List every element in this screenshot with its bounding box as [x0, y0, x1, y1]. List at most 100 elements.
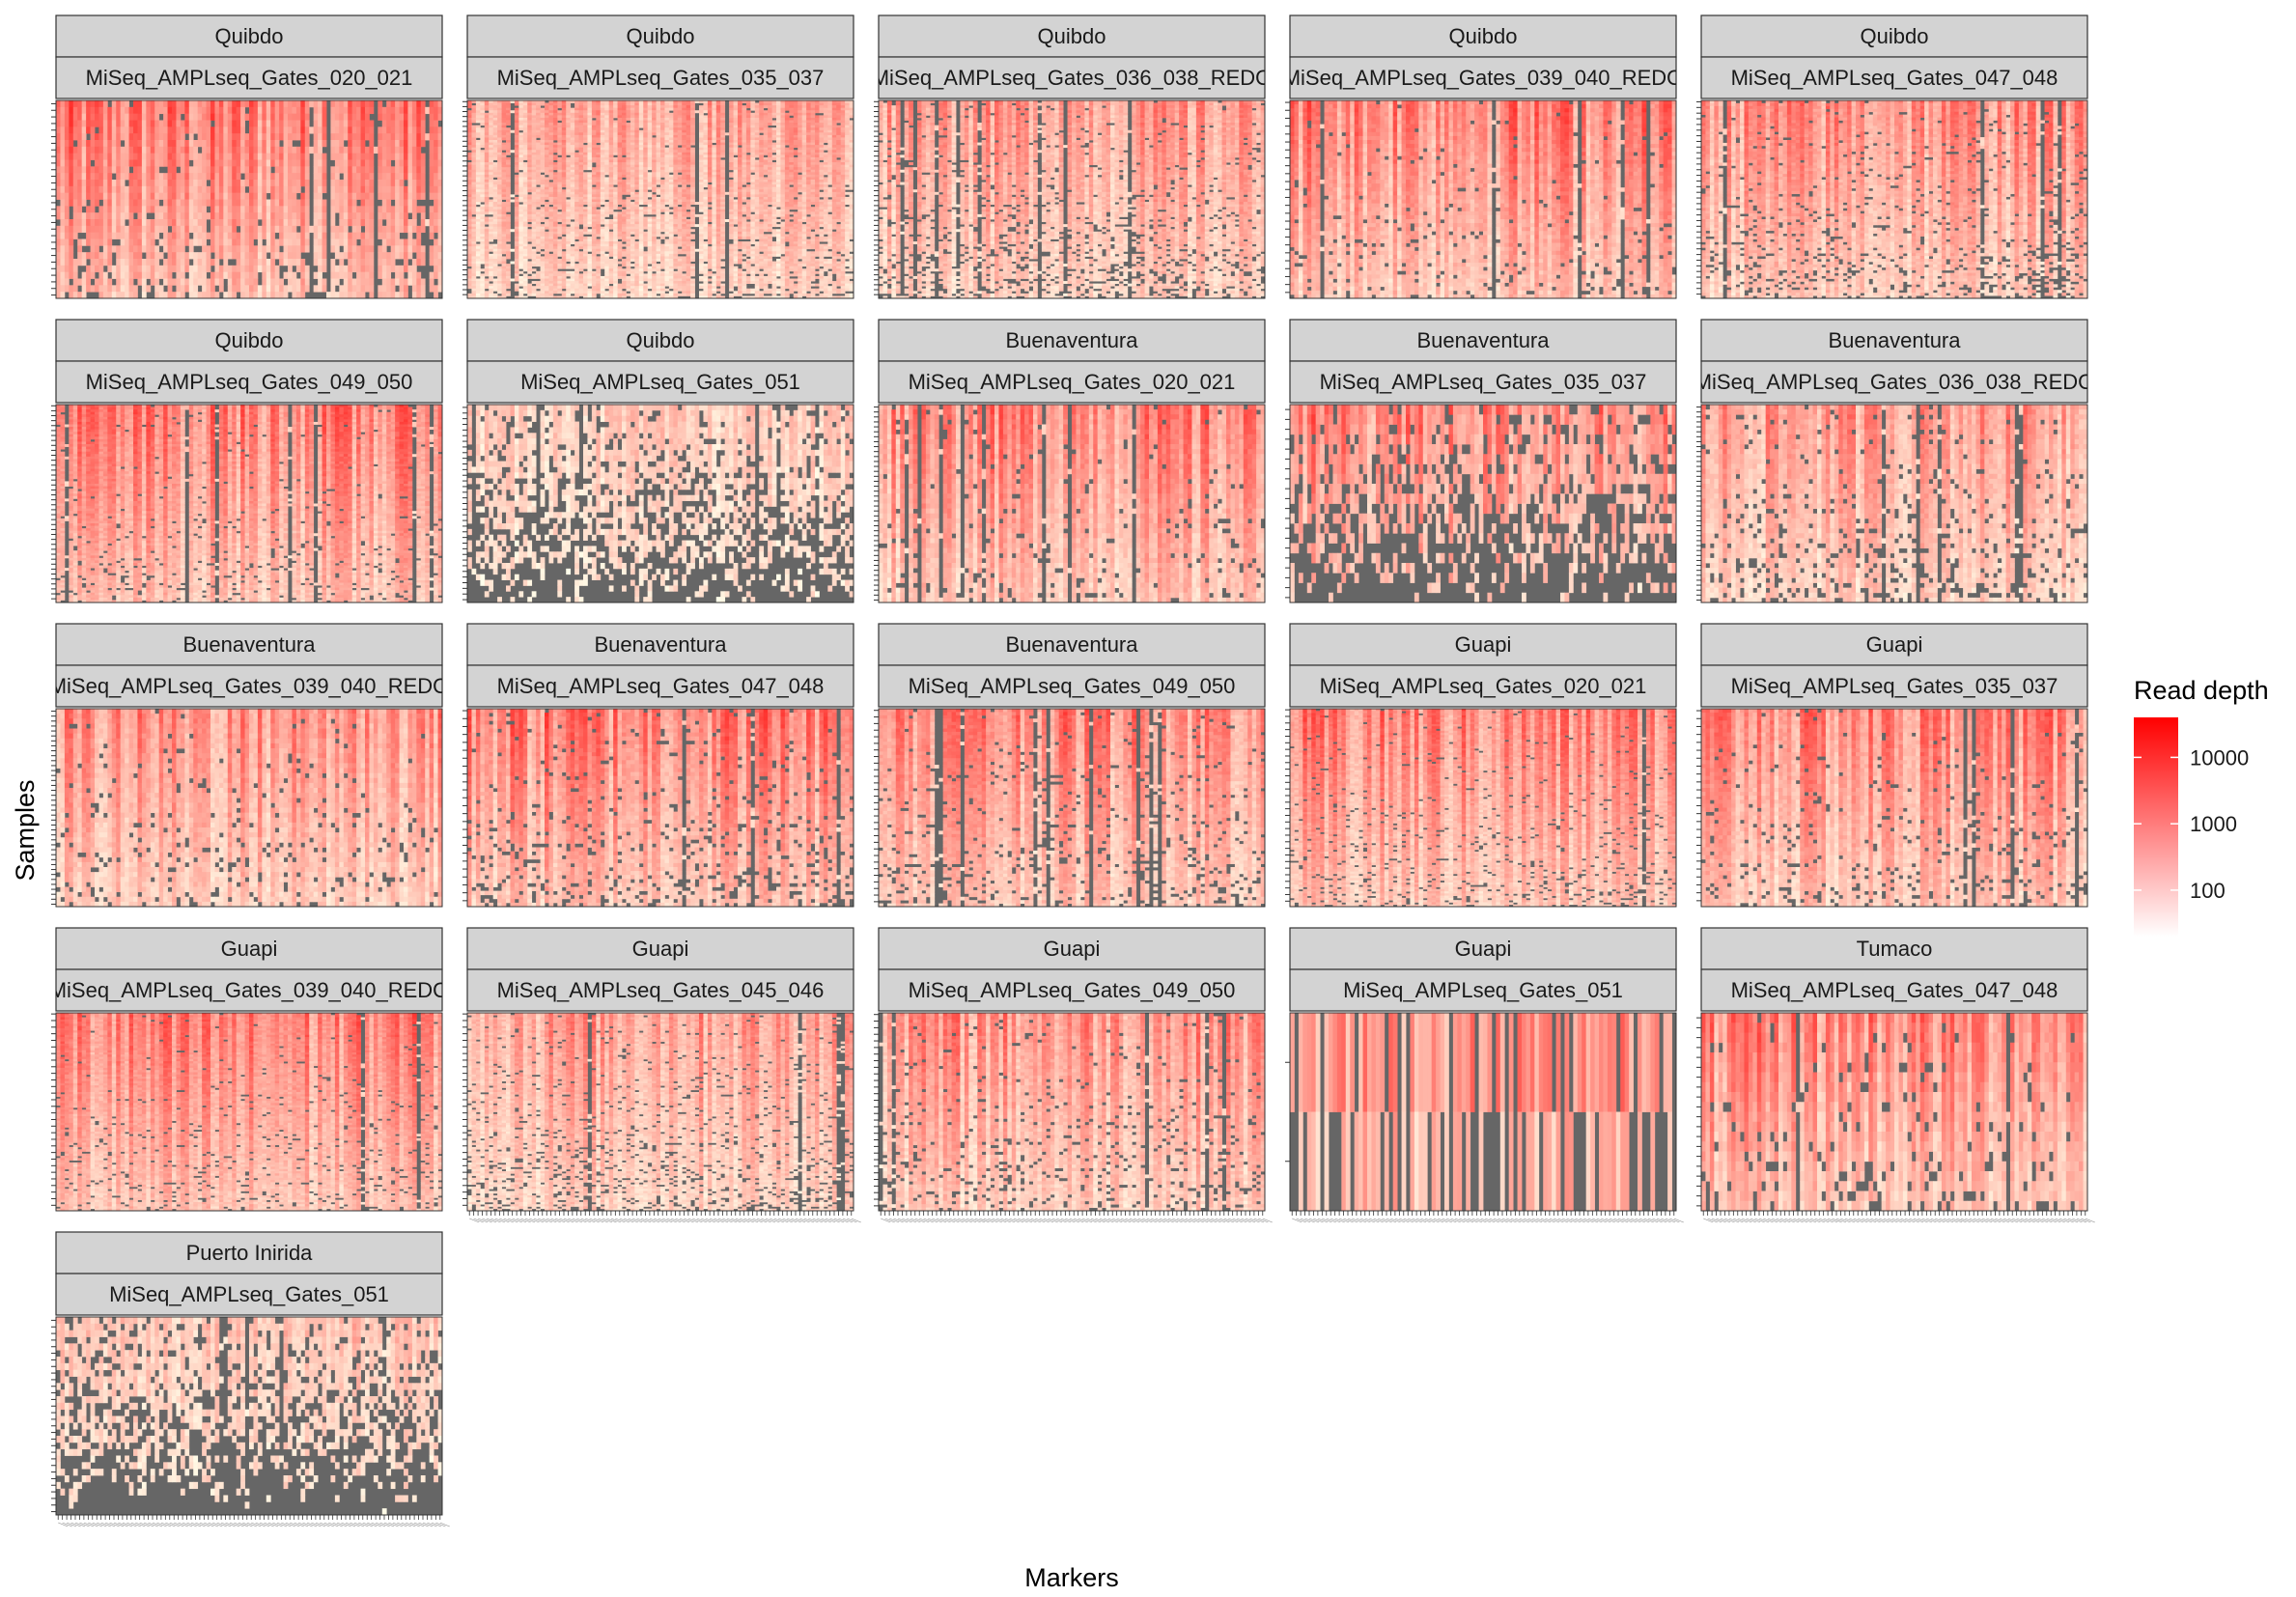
- facet-city-label: Buenaventura: [183, 632, 317, 657]
- legend-tick-label: 1000: [2190, 812, 2237, 836]
- facet-panel: Buenaventura MiSeq_AMPLseq_Gates_035_037: [1285, 320, 1676, 602]
- heatmap-cells: [1701, 100, 2087, 298]
- y-axis-ticks: [1696, 407, 1701, 601]
- y-axis-ticks: [874, 711, 879, 902]
- y-axis-ticks: [874, 1015, 879, 1206]
- heatmap-cells: [56, 709, 442, 907]
- facet-city-label: Puerto Inirida: [186, 1241, 314, 1265]
- facet-city-label: Buenaventura: [1417, 328, 1551, 352]
- heatmap-cells: [467, 1013, 854, 1211]
- legend-colorbar: [2134, 717, 2178, 937]
- facet-city-label: Quibdo: [1038, 24, 1106, 48]
- facet-panel: Guapi MiSeq_AMPLseq_Gates_051: [1285, 928, 1684, 1222]
- y-axis-title: Samples: [11, 779, 40, 881]
- facet-panel: Quibdo MiSeq_AMPLseq_Gates_039_040_REDO: [1283, 15, 1684, 298]
- facet-run-label: MiSeq_AMPLseq_Gates_039_040_REDO: [1283, 66, 1684, 90]
- y-axis-ticks: [51, 1320, 56, 1511]
- facet-city-label: Quibdo: [627, 328, 695, 352]
- facet-city-label: Quibdo: [1861, 24, 1929, 48]
- heatmap-cells: [879, 1013, 1265, 1211]
- facet-city-label: Guapi: [632, 937, 689, 961]
- facet-city-label: Guapi: [1044, 937, 1101, 961]
- facet-city-label: Guapi: [1455, 937, 1512, 961]
- facet-run-label: MiSeq_AMPLseq_Gates_035_037: [1320, 370, 1647, 394]
- facet-city-label: Guapi: [1455, 632, 1512, 657]
- y-axis-ticks: [1696, 101, 1701, 294]
- facet-run-label: MiSeq_AMPLseq_Gates_047_048: [497, 674, 825, 698]
- heatmap-cells: [1290, 100, 1676, 298]
- y-axis-ticks: [51, 712, 56, 905]
- facet-city-label: Buenaventura: [1006, 328, 1139, 352]
- facet-city-label: Quibdo: [1449, 24, 1518, 48]
- y-axis-ticks: [462, 711, 467, 901]
- facet-city-label: Buenaventura: [1006, 632, 1139, 657]
- heatmap-cells: [56, 1317, 442, 1515]
- facet-city-label: Guapi: [1866, 632, 1923, 657]
- facet-run-label: MiSeq_AMPLseq_Gates_051: [109, 1282, 389, 1306]
- facet-panel: Buenaventura MiSeq_AMPLseq_Gates_049_050: [874, 624, 1265, 907]
- legend-tick-label: 100: [2190, 879, 2226, 903]
- facet-panel: Buenaventura MiSeq_AMPLseq_Gates_039_040_…: [49, 624, 450, 907]
- facet-panels: QuibdoMiSeq_AMPLseq_Gates_020_021QuibdoM…: [49, 15, 2095, 1527]
- y-axis-ticks: [462, 407, 467, 600]
- x-axis-ticks: [58, 1515, 450, 1527]
- heatmap-cells: [1701, 1013, 2087, 1211]
- x-axis-ticks: [1292, 1211, 1684, 1222]
- y-axis-ticks: [874, 407, 879, 601]
- facet-run-label: MiSeq_AMPLseq_Gates_047_048: [1731, 978, 2058, 1002]
- facet-run-label: MiSeq_AMPLseq_Gates_039_040_REDO: [49, 978, 450, 1002]
- facet-run-label: MiSeq_AMPLseq_Gates_036_038_REDO: [872, 66, 1273, 90]
- facet-run-label: MiSeq_AMPLseq_Gates_047_048: [1731, 66, 2058, 90]
- facet-run-label: MiSeq_AMPLseq_Gates_039_040_REDO: [49, 674, 450, 698]
- y-axis-ticks: [1696, 1018, 1701, 1206]
- facet-panel: Buenaventura MiSeq_AMPLseq_Gates_036_038_…: [1694, 320, 2095, 602]
- facet-city-label: Buenaventura: [1829, 328, 1962, 352]
- heatmap-cells: [1701, 709, 2087, 907]
- legend-title: Read depth: [2134, 676, 2269, 705]
- x-axis-title: Markers: [1024, 1563, 1119, 1592]
- heatmap-cells: [1290, 405, 1676, 602]
- y-axis-ticks: [1696, 711, 1701, 901]
- facet-run-label: MiSeq_AMPLseq_Gates_049_050: [909, 978, 1236, 1002]
- x-axis-ticks: [469, 1211, 861, 1222]
- heatmap-cells: [467, 100, 854, 298]
- y-axis-ticks: [462, 1014, 467, 1205]
- heatmap-cells: [467, 709, 854, 907]
- facet-city-label: Quibdo: [215, 328, 284, 352]
- facet-panel: Quibdo MiSeq_AMPLseq_Gates_036_038_REDO: [872, 15, 1273, 298]
- facet-panel: Puerto Inirida MiSeq_AMPLseq_Gates_051: [51, 1232, 450, 1527]
- y-axis-ticks: [51, 1014, 56, 1205]
- y-axis-ticks: [1285, 409, 1290, 598]
- facet-run-label: MiSeq_AMPLseq_Gates_051: [520, 370, 800, 394]
- heatmap-cells: [56, 1013, 442, 1211]
- y-axis-ticks: [1285, 102, 1290, 293]
- heatmap-cells: [1290, 709, 1676, 907]
- heatmap-cells: [1290, 1013, 1676, 1211]
- facet-city-label: Quibdo: [215, 24, 284, 48]
- heatmap-cells: [1701, 405, 2087, 602]
- facet-panel: Guapi MiSeq_AMPLseq_Gates_049_050: [874, 928, 1273, 1222]
- facet-run-label: MiSeq_AMPLseq_Gates_049_050: [909, 674, 1236, 698]
- x-axis-ticks: [881, 1211, 1273, 1222]
- facet-run-label: MiSeq_AMPLseq_Gates_036_038_REDO: [1694, 370, 2095, 394]
- facet-city-label: Tumaco: [1857, 937, 1933, 961]
- heatmap-cells: [879, 709, 1265, 907]
- y-axis-ticks: [51, 103, 56, 294]
- heatmap-cells: [879, 405, 1265, 602]
- heatmap-cells: [879, 100, 1265, 298]
- facet-panel: Quibdo MiSeq_AMPLseq_Gates_051: [462, 320, 854, 602]
- y-axis-ticks: [51, 406, 56, 599]
- y-axis-ticks: [1285, 710, 1290, 901]
- facet-panel: Tumaco MiSeq_AMPLseq_Gates_047_048: [1696, 928, 2095, 1222]
- facet-run-label: MiSeq_AMPLseq_Gates_051: [1343, 978, 1623, 1002]
